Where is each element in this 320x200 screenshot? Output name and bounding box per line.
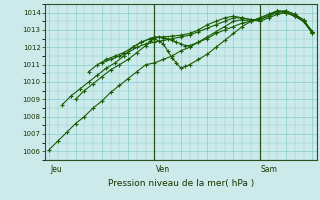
Text: Jeu: Jeu [50,165,62,174]
Text: Pression niveau de la mer( hPa ): Pression niveau de la mer( hPa ) [108,179,254,188]
Text: Sam: Sam [261,165,278,174]
Text: Ven: Ven [156,165,170,174]
